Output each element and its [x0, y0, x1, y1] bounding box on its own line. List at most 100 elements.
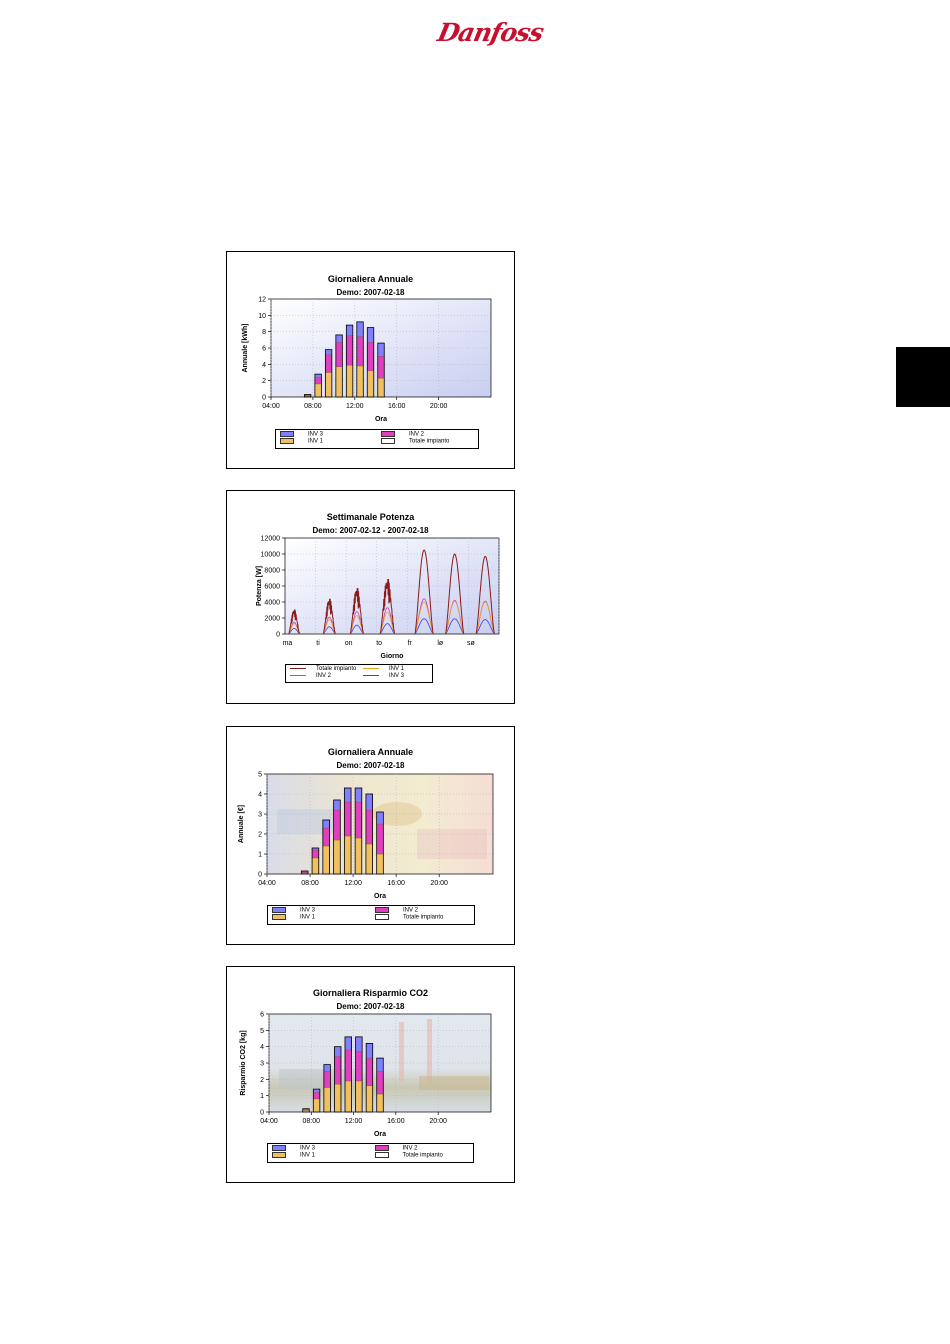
chart-plot-svg: 0 2 4 6 8 10 12 Annuale [kWh] Ora 04:00 08:00 12:00…: [242, 297, 492, 423]
x-tick-label: ma: [283, 640, 293, 647]
legend-swatch: [272, 1145, 286, 1151]
bar-segment-inv-2: [311, 849, 319, 859]
x-tick-label: 16:00: [387, 1118, 405, 1125]
danfoss-logo: Danfoss: [435, 16, 546, 54]
bar-segment-inv-1: [376, 853, 384, 875]
line-inv-3: [475, 619, 495, 635]
bar-total-outline: [300, 870, 309, 875]
bar-segment-inv-3: [356, 321, 364, 337]
legend-label: INV 1: [300, 1152, 316, 1159]
bar-segment-inv-1: [355, 1080, 363, 1113]
legend-item: Totale impianto: [290, 666, 356, 672]
bar-segment-inv-3: [365, 793, 373, 811]
legend-swatch: [374, 1145, 389, 1151]
bar-segment-inv-3: [314, 373, 322, 378]
bar-segment-inv-2: [314, 377, 322, 385]
y-tick-label: 12: [258, 297, 266, 304]
y-axis-label: Risparmio CO2 [kg]: [240, 1030, 247, 1095]
chart-legend: Totale impianto INV 1 INV 2 INV 3: [285, 664, 433, 683]
bar-segment-inv-2: [354, 801, 362, 839]
bar-segment-inv-3: [322, 819, 330, 829]
section-tab-marker: [896, 347, 950, 407]
bar-segment-inv-1: [334, 1084, 342, 1113]
bar-segment-inv-2: [366, 1057, 373, 1087]
bar-total-outline: [312, 1088, 321, 1113]
x-axis-label: Ora: [374, 893, 386, 900]
x-tick-label: 16:00: [388, 403, 406, 410]
bar-total-outline: [376, 811, 384, 875]
bar-total-outline: [376, 1057, 384, 1113]
bar-segment-inv-1: [325, 372, 333, 398]
y-tick-label: 4000: [264, 600, 280, 607]
bar-segment-inv-1: [335, 366, 343, 398]
bar-segment-inv-3: [344, 787, 352, 803]
y-axis-label: Annuale [kWh]: [242, 324, 249, 373]
x-axis-label: Giorno: [381, 653, 404, 660]
chart-title: Settimanale Potenza: [326, 512, 415, 522]
line-totale-impianto: [379, 578, 396, 635]
line-inv-3: [379, 623, 396, 635]
y-tick-label: 4: [262, 362, 266, 369]
line-inv-3: [322, 626, 336, 635]
chart-legend: INV 3 INV 2 INV 1 Totale impianto: [267, 1143, 474, 1163]
y-tick-label: 3: [258, 812, 262, 819]
y-tick-label: 2: [258, 832, 262, 839]
bar-segment-inv-3: [323, 1064, 331, 1072]
legend-item: INV 3: [272, 1145, 315, 1152]
bar-segment-inv-1: [344, 835, 352, 875]
legend-swatch: [375, 907, 389, 913]
y-tick-label: 10: [258, 313, 266, 320]
legend-item: INV 2: [375, 907, 418, 914]
bar-segment-inv-2: [325, 354, 333, 373]
legend-label: INV 3: [308, 431, 324, 438]
bar-segment-inv-2: [376, 1071, 384, 1095]
bar-segment-inv-2: [376, 823, 384, 855]
bar-total-outline: [333, 799, 341, 875]
bar-total-outline: [335, 334, 343, 398]
y-tick-label: 2: [260, 1077, 264, 1084]
y-tick-label: 2: [262, 378, 266, 385]
bar-segment-inv-1: [333, 839, 341, 875]
x-axis-label: Ora: [375, 416, 387, 423]
bar-segment-inv-2: [346, 335, 353, 366]
line-inv-3: [288, 628, 300, 635]
bar-segment-inv-2: [335, 342, 343, 367]
bar-segment-inv-2: [344, 801, 352, 837]
line-inv-2: [379, 607, 396, 635]
legend-swatch: [290, 674, 306, 676]
legend-item: INV 1: [272, 914, 315, 921]
bar-segment-inv-1: [376, 1093, 384, 1113]
bar-segment-inv-2: [323, 1071, 331, 1088]
line-inv-3: [445, 618, 465, 635]
y-tick-label: 0: [276, 632, 280, 639]
x-tick-label: 20:00: [430, 403, 448, 410]
chart-plot-svg: 0 1 2 3 4 5 6 Risparmio CO2 [kg] Ora 04:00 08:00 12…: [240, 1012, 492, 1138]
chart-subtitle: Demo: 2007-02-12 - 2007-02-18: [312, 526, 429, 535]
chart-legend: INV 3 INV 2 INV 1 Totale impianto: [275, 429, 479, 449]
bar-segment-inv-2: [313, 1092, 320, 1100]
legend-swatch: [374, 1152, 389, 1158]
legend-swatch: [290, 667, 306, 669]
legend-item: INV 1: [363, 666, 404, 672]
bar-total-outline: [365, 793, 373, 875]
legend-swatch: [375, 914, 389, 920]
bar-segment-inv-3: [313, 1088, 320, 1093]
x-tick-label: lø: [437, 640, 444, 647]
legend-label: INV 3: [300, 907, 316, 914]
plot-background: [285, 538, 499, 634]
bar-total-outline: [304, 394, 312, 398]
x-tick-label: 12:00: [346, 403, 364, 410]
banknote-shape: [417, 829, 487, 859]
legend-label: Totale impianto: [316, 666, 357, 672]
bar-total-outline: [322, 819, 330, 875]
chart-giornaliera-annuale-kwh: Giornaliera Annuale Demo: 2007-02-18 0 2 4…: [226, 251, 515, 469]
line-inv-1: [288, 623, 300, 635]
y-tick-label: 0: [260, 1110, 264, 1117]
bar-segment-inv-3: [354, 787, 362, 803]
legend-item: INV 3: [272, 907, 315, 914]
bar-segment-inv-1: [354, 837, 362, 875]
y-tick-label: 6000: [264, 584, 280, 591]
bar-segment-inv-3: [335, 334, 343, 343]
bar-total-outline: [302, 1108, 310, 1113]
bar-total-outline: [323, 1064, 331, 1113]
